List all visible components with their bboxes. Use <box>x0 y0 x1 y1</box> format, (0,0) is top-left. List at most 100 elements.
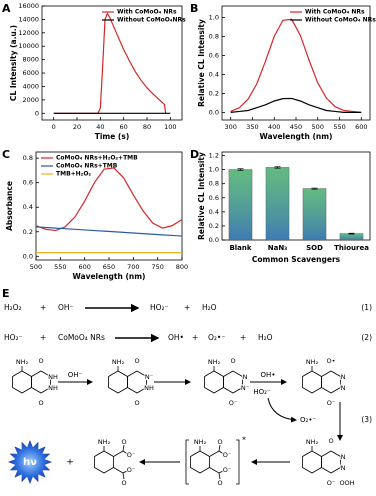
atom-label: O <box>38 399 43 407</box>
x-tick-label: 100 <box>164 123 176 131</box>
y-tick-label: 1.2 <box>209 152 219 160</box>
atom-label: O⁻ <box>223 466 232 474</box>
atom-label: O⁻ <box>327 399 336 407</box>
atom-label: NH₂ <box>306 358 319 366</box>
benzene-ring <box>190 450 210 474</box>
legend-label: CoMoO₄ NRs+TMB <box>56 163 118 170</box>
bar-shade <box>303 188 326 240</box>
light-emission <box>8 440 52 484</box>
bar-shade <box>340 233 363 240</box>
x-tick-label: 600 <box>355 123 367 131</box>
panel-label: A <box>2 2 11 15</box>
equation-term: O₂•⁻ <box>208 333 225 342</box>
atom-label: OOH <box>339 479 354 487</box>
y-tick-label: 0.0 <box>209 108 219 116</box>
atom-label: NH₂ <box>208 358 221 366</box>
atom-label: NH <box>144 384 154 392</box>
x-tick-label: NaN₃ <box>268 244 288 252</box>
step-number: (3) <box>361 415 372 424</box>
superoxide-label: O₂•⁻ <box>300 416 316 424</box>
reagent-label: HO₂⁻ <box>253 388 271 396</box>
hetero-ring <box>127 370 147 394</box>
y-tick-label: 0.6 <box>209 194 219 202</box>
equation-term: HO₂⁻ <box>4 333 23 342</box>
x-tick-label: 500 <box>30 263 42 271</box>
x-tick-label: 800 <box>176 263 188 271</box>
x-tick-label: 350 <box>246 123 258 131</box>
x-axis-title: Common Scavengers <box>252 255 341 264</box>
equation-term: H₂O₂ <box>4 303 22 312</box>
atom-label: NH₂ <box>16 358 29 366</box>
carboxylate-bonds <box>113 444 130 480</box>
atom-label: O <box>230 357 235 365</box>
benzene-ring <box>302 370 322 394</box>
legend-label: CoMoO₄ NRs+H₂O₂+TMB <box>56 155 138 162</box>
x-tick-label: 550 <box>54 263 66 271</box>
atom-label: NH <box>48 384 58 392</box>
x-tick-label: 400 <box>268 123 280 131</box>
y-tick-label: 0.4 <box>209 70 219 78</box>
y-tick-label: 8000 <box>22 56 39 64</box>
x-tick-label: 450 <box>290 123 302 131</box>
y-tick-label: 12000 <box>18 29 39 37</box>
hetero-ring <box>321 370 341 394</box>
plot-frame <box>41 5 183 121</box>
y-tick-label: 10000 <box>18 42 39 50</box>
hetero-ring <box>321 450 341 474</box>
equation-term: + <box>40 333 46 342</box>
y-axis-title: CL Intensity (a.u.) <box>9 25 18 101</box>
bar-shade <box>266 167 289 240</box>
legend-label: With CoMoO₄ NRs <box>305 9 365 16</box>
atom-label: O• <box>327 357 336 365</box>
y-tick-label: 4000 <box>22 82 39 90</box>
error-bar <box>348 232 355 235</box>
y-tick-label: 0.2 <box>23 228 33 236</box>
x-tick-label: 20 <box>73 123 81 131</box>
bracket <box>185 439 240 485</box>
atom-label: NH₂ <box>194 438 207 446</box>
y-tick-label: 1.0 <box>209 166 219 174</box>
y-tick-label: 0.6 <box>23 179 33 187</box>
y-tick-label: 0.2 <box>209 222 219 230</box>
benzene-ring <box>12 370 32 394</box>
atom-label: NH <box>48 373 58 381</box>
atom-label: N <box>243 373 248 381</box>
equation-term: + <box>40 303 46 312</box>
atom-label: NH₂ <box>306 438 319 446</box>
x-tick-label: SOD <box>306 244 323 252</box>
y-axis-title: Relative CL Intensity <box>197 19 206 107</box>
y-tick-label: 0.8 <box>209 180 219 188</box>
equation-term: OH• <box>168 333 184 342</box>
hetero-ring <box>223 370 243 394</box>
reagent-label: OH⁻ <box>68 371 83 379</box>
legend-label: Without CoMoO₄NRs <box>117 17 186 24</box>
atom-label: O⁻ <box>127 451 136 459</box>
panel-label: B <box>190 2 198 15</box>
line-series <box>35 226 183 237</box>
legend-label: With CoMoO₄ NRs <box>117 9 177 16</box>
atom-label: N <box>341 384 346 392</box>
equation-term: HO₂⁻ <box>150 303 169 312</box>
equation-term: CoMoO₄ NRs <box>58 333 105 342</box>
equation-term: + <box>240 333 246 342</box>
atom-label: N⁻ <box>145 373 153 381</box>
atom-label: O <box>38 357 43 365</box>
x-tick-label: 750 <box>151 263 163 271</box>
benzene-ring <box>302 450 322 474</box>
x-tick-label: 40 <box>96 123 104 131</box>
equation-term: OH⁻ <box>58 303 74 312</box>
benzene-ring <box>94 450 114 474</box>
x-axis-title: Wavelength (nm) <box>260 132 333 141</box>
atom-label: O <box>121 479 126 487</box>
y-tick-label: 0 <box>35 109 39 117</box>
panel-label: E <box>2 287 10 300</box>
atom-label: O⁻ <box>223 451 232 459</box>
atom-label: NH₂ <box>98 438 111 446</box>
atom-label: O <box>217 438 222 446</box>
y-tick-label: 14000 <box>18 15 39 23</box>
y-axis-title: Absorbance <box>5 181 14 231</box>
error-bar <box>311 187 318 190</box>
plot-frame <box>221 151 371 241</box>
equation-number: (2) <box>361 333 372 342</box>
y-tick-label: 6000 <box>22 69 39 77</box>
